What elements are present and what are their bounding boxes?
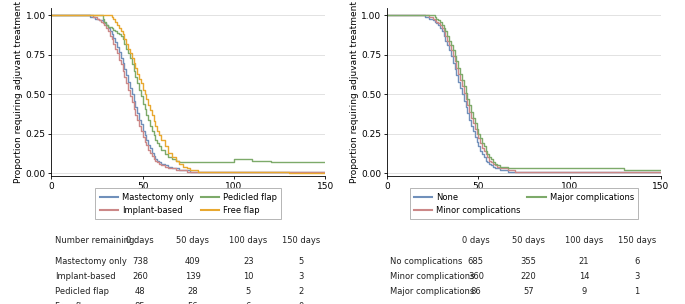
- Text: 9: 9: [582, 287, 586, 296]
- Text: Minor complications: Minor complications: [390, 272, 475, 281]
- Text: 23: 23: [243, 257, 253, 266]
- Text: Implant-based: Implant-based: [55, 272, 116, 281]
- Text: 50 days: 50 days: [176, 236, 210, 245]
- Text: 738: 738: [132, 257, 148, 266]
- Text: 48: 48: [135, 287, 145, 296]
- Text: 0: 0: [299, 302, 303, 304]
- Text: 360: 360: [468, 272, 484, 281]
- Text: Pedicled flap: Pedicled flap: [55, 287, 109, 296]
- Text: 260: 260: [132, 272, 148, 281]
- Text: 685: 685: [468, 257, 484, 266]
- Text: 86: 86: [471, 287, 481, 296]
- Text: 10: 10: [243, 272, 253, 281]
- Text: Mastectomy only: Mastectomy only: [55, 257, 127, 266]
- Text: 0 days: 0 days: [126, 236, 154, 245]
- Legend: Mastectomy only, Implant-based, Pedicled flap, Free flap: Mastectomy only, Implant-based, Pedicled…: [95, 188, 282, 219]
- Text: 50 days: 50 days: [512, 236, 545, 245]
- X-axis label: Analysis time (days): Analysis time (days): [478, 194, 570, 203]
- Y-axis label: Proportion requiring adjuvant treatment: Proportion requiring adjuvant treatment: [14, 1, 23, 183]
- Text: 21: 21: [579, 257, 589, 266]
- Text: 6: 6: [246, 302, 251, 304]
- Text: Major complications: Major complications: [390, 287, 475, 296]
- Text: No complications: No complications: [390, 257, 463, 266]
- Text: 57: 57: [523, 287, 534, 296]
- Text: 100 days: 100 days: [565, 236, 603, 245]
- Text: 150 days: 150 days: [282, 236, 320, 245]
- Text: 28: 28: [188, 287, 198, 296]
- Text: Free flap: Free flap: [55, 302, 91, 304]
- Text: 150 days: 150 days: [618, 236, 656, 245]
- X-axis label: Analysis time (days): Analysis time (days): [142, 194, 234, 203]
- Text: 56: 56: [188, 302, 198, 304]
- Y-axis label: Proportion requiring adjuvant treatment: Proportion requiring adjuvant treatment: [349, 1, 358, 183]
- Text: 220: 220: [521, 272, 536, 281]
- Text: 6: 6: [634, 257, 639, 266]
- Legend: None, Minor complications, Major complications: None, Minor complications, Major complic…: [410, 188, 638, 219]
- Text: 355: 355: [521, 257, 536, 266]
- Text: 1: 1: [634, 287, 639, 296]
- Text: 14: 14: [579, 272, 589, 281]
- Text: 409: 409: [185, 257, 201, 266]
- Text: 3: 3: [299, 272, 303, 281]
- Text: 100 days: 100 days: [229, 236, 267, 245]
- Text: 5: 5: [299, 257, 303, 266]
- Text: 139: 139: [185, 272, 201, 281]
- Text: 0 days: 0 days: [462, 236, 490, 245]
- Text: 3: 3: [634, 272, 639, 281]
- Text: 2: 2: [299, 287, 303, 296]
- Text: 85: 85: [135, 302, 145, 304]
- Text: Number remaining:: Number remaining:: [55, 236, 137, 245]
- Text: 5: 5: [246, 287, 251, 296]
